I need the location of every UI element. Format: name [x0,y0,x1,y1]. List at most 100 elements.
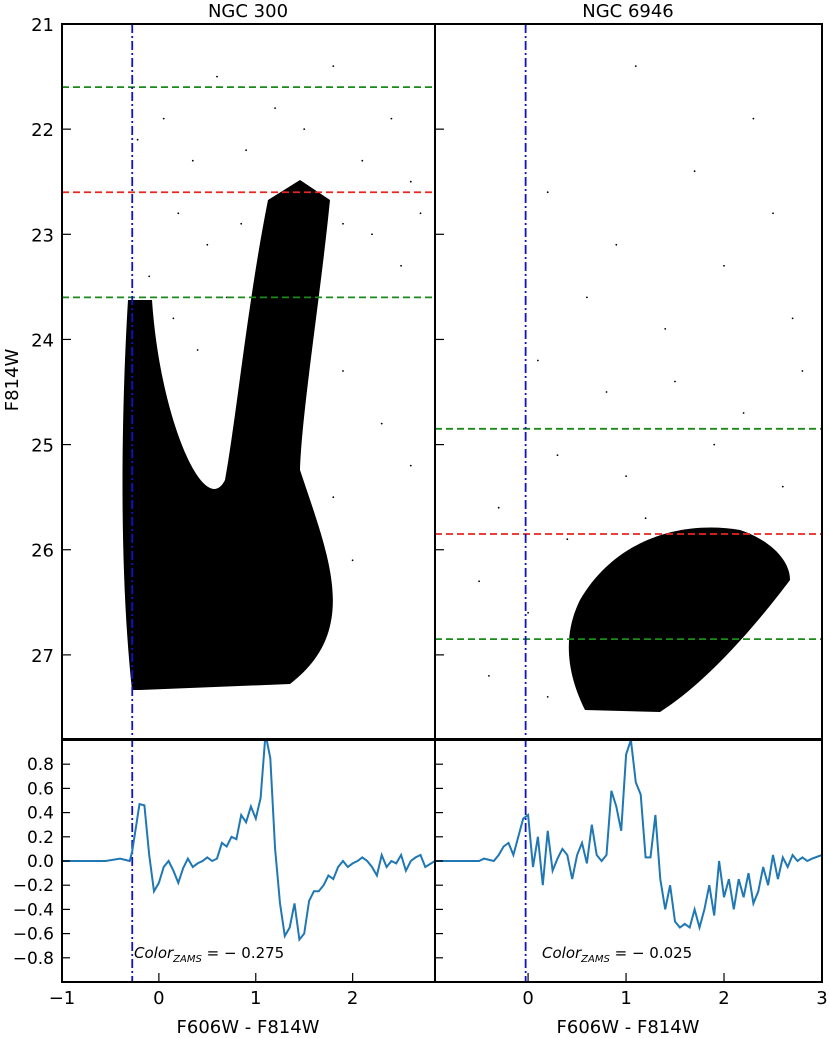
star-point-right-0 [634,65,637,67]
star-point-left-36 [274,601,276,604]
star-point-right-30 [546,696,549,698]
star-point-right-8 [723,264,725,267]
y-tick-label-3: 24 [31,330,54,351]
star-point-left-35 [254,527,257,530]
star-point-right-6 [586,296,588,299]
star-point-left-1 [162,117,165,120]
res-y-tick-label-3: 0.2 [27,828,54,848]
y-tick-label-1: 22 [31,120,54,141]
y-tick-label-4: 25 [31,436,54,457]
star-point-right-24 [527,611,529,614]
cmd-left-stellar-density [122,180,333,690]
star-point-left-6 [303,128,306,131]
star-point-right-14 [801,370,804,372]
x-tick-label-left-0: −1 [49,988,76,1009]
star-point-left-44 [245,675,248,677]
x-tick-label-right-0: 0 [522,988,533,1009]
star-point-right-3 [615,243,618,246]
cmd-right-magnitude-cuts [435,427,822,641]
residual-panel-right: ColorZAMS = − 0.025 F606W - F814W [434,739,823,1038]
star-point-left-22 [196,349,199,351]
x-tick-label-left-3: 2 [347,988,358,1009]
star-point-left-31 [167,559,170,562]
star-point-right-15 [556,454,559,456]
res-y-tick-label-4: 0.0 [27,852,54,872]
star-point-left-13 [240,222,243,225]
star-point-right-21 [644,517,647,520]
star-point-right-10 [537,359,539,362]
x-axis-label-right: F606W - F814W [557,1017,700,1038]
star-point-left-26 [380,422,383,425]
star-point-right-17 [713,443,716,446]
star-point-right-18 [781,485,784,488]
res-y-tick-label-0: 0.8 [27,755,54,775]
x-tick-label-right-1: 1 [620,988,631,1009]
title-left: NGC 300 [208,1,288,22]
x-tick-label-right-3: 3 [816,988,827,1009]
star-point-right-13 [742,412,745,414]
star-point-left-10 [409,180,412,183]
star-point-right-11 [605,391,608,393]
residual-line-right [435,740,822,932]
star-point-left-7 [332,65,335,67]
res-y-tick-label-5: −0.2 [13,876,54,896]
star-point-right-2 [546,191,549,194]
cmd-right-points [478,65,804,709]
zams-annotation-left: ColorZAMS = − 0.275 [134,944,284,965]
star-point-left-40 [133,633,136,635]
star-point-right-20 [566,538,569,541]
star-point-left-46 [313,622,315,625]
axis-ticks: −1 0 1 2 0 1 2 3212223242526270.80.60.40.20.0−0… [13,15,828,1009]
x-tick-label-right-2: 2 [718,988,729,1009]
star-point-left-41 [143,664,146,667]
star-point-left-42 [162,675,165,677]
star-point-left-18 [400,264,402,267]
cmd-right-stellar-density [568,527,790,712]
res-y-tick-label-2: 0.4 [27,804,54,824]
x-axis-label-left: F606W - F814W [177,1017,320,1038]
star-point-left-33 [216,633,218,635]
cmd-left-magnitude-cuts [62,86,435,299]
star-point-left-28 [138,401,141,404]
y-tick-label-5: 26 [31,541,54,562]
star-point-left-34 [235,569,238,572]
star-point-left-11 [177,212,180,215]
star-point-left-4 [245,149,248,152]
res-y-tick-label-1: 0.6 [27,779,54,799]
star-point-left-0 [136,138,139,141]
y-tick-label-6: 27 [31,646,54,667]
star-point-right-26 [615,601,618,604]
star-point-left-9 [390,117,393,120]
star-point-right-22 [732,538,735,541]
star-point-left-43 [201,680,204,683]
star-point-right-27 [654,580,657,583]
star-point-left-37 [303,548,306,551]
star-point-left-3 [216,75,218,78]
residual-line-left [62,740,435,943]
star-point-left-16 [342,222,344,225]
residual-panel-left: ColorZAMS = − 0.275 F606W - F814W [61,739,436,1038]
star-point-left-30 [182,506,185,509]
star-point-right-4 [693,170,696,173]
residual-left-plot [62,740,435,943]
cmd-panel-right [434,23,823,982]
star-point-left-29 [158,464,160,467]
star-point-right-23 [478,580,480,583]
cmd-panel-left [61,23,436,982]
star-point-right-33 [683,675,686,677]
star-point-right-9 [791,317,794,320]
star-point-right-29 [488,675,490,677]
star-point-left-27 [409,464,412,467]
residual-right-plot [435,740,822,932]
x-tick-label-left-2: 1 [250,988,261,1009]
star-point-left-38 [332,496,335,499]
cmd-left-points [133,65,422,683]
star-point-right-12 [674,380,676,383]
star-point-left-39 [351,559,354,562]
star-point-left-2 [191,159,194,162]
res-y-tick-label-8: −0.8 [13,949,54,969]
title-right: NGC 6946 [582,1,674,22]
y-tick-label-0: 21 [31,15,54,36]
star-point-right-28 [693,569,696,572]
